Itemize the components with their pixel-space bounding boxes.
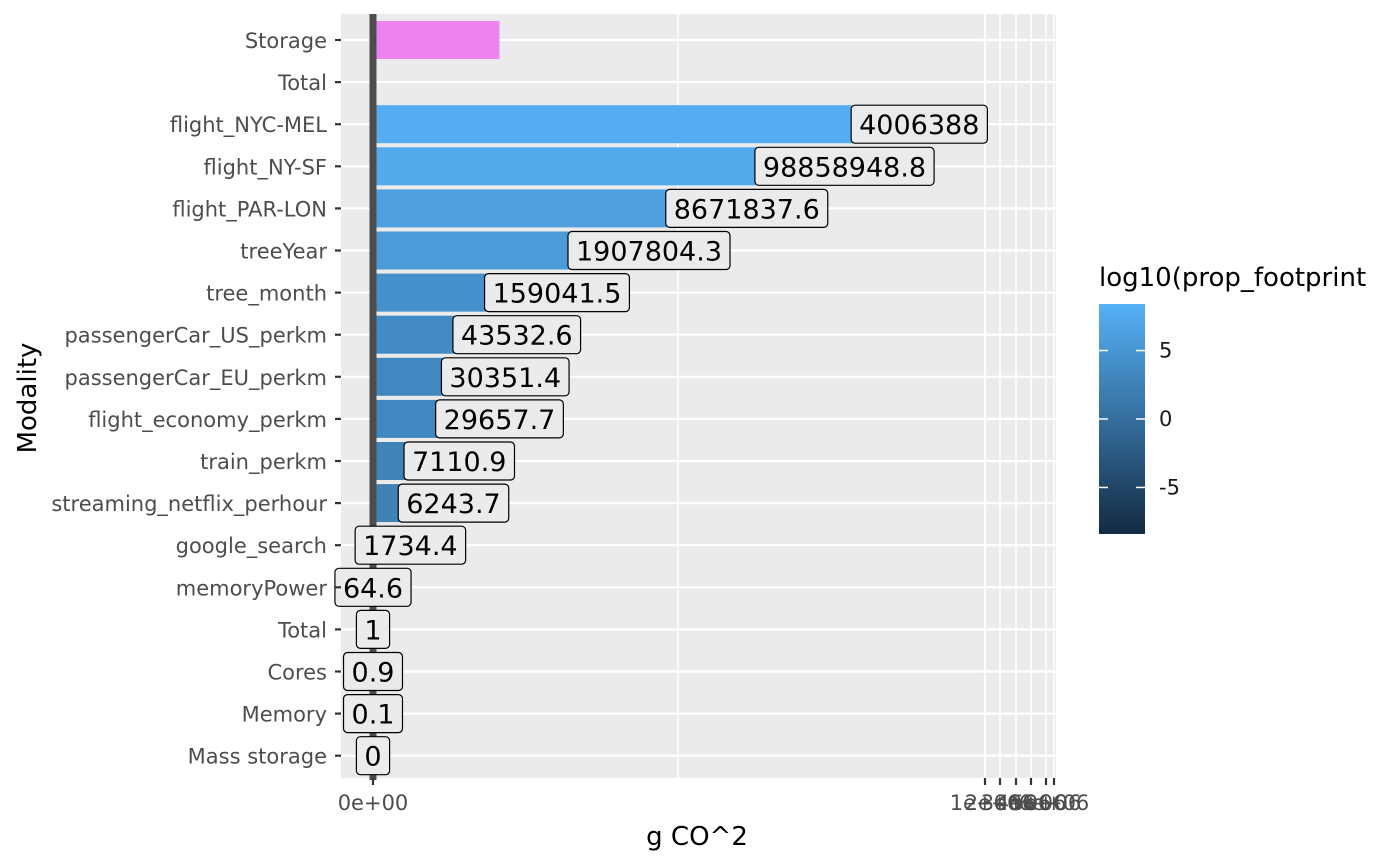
- data-label: 1907804.3: [567, 230, 731, 271]
- data-label-text: 0.1: [352, 700, 395, 731]
- data-label: 159041.5: [483, 273, 631, 313]
- legend-title: log10(prop_footprint: [1099, 263, 1366, 293]
- data-label-text: 43532.6: [461, 321, 573, 352]
- legend-tick-label: -5: [1159, 475, 1180, 499]
- data-label-text: 8671837.6: [674, 194, 820, 225]
- y-tick-label: flight_PAR-LON: [172, 197, 327, 222]
- legend-tick-label: 5: [1159, 339, 1172, 363]
- y-tick-label: streaming_netflix_perhour: [51, 492, 327, 517]
- x-tick-label: 0e+00: [338, 791, 409, 815]
- data-label: 0: [355, 736, 391, 776]
- data-label-text: 98858948.8: [763, 152, 926, 183]
- data-label: 64.6: [334, 567, 412, 607]
- y-tick-label: Cores: [267, 661, 327, 685]
- x-tick-label: 2e+06: [965, 791, 1036, 815]
- y-tick-label: Memory: [242, 703, 327, 727]
- x-tick-label: 1e+06: [950, 791, 1021, 815]
- x-tick-label: 6e+06: [1019, 791, 1090, 815]
- y-tick-label: memoryPower: [176, 576, 328, 600]
- data-label-text: 4006388: [859, 110, 979, 141]
- data-label: 7110.9: [403, 441, 516, 481]
- data-label-text: 1: [364, 615, 381, 646]
- data-label-text: 7110.9: [412, 447, 506, 478]
- y-tick-label: Storage: [245, 29, 327, 53]
- data-label-text: 159041.5: [493, 279, 622, 310]
- y-axis-title: Modality: [13, 343, 43, 454]
- legend-tick-label: 0: [1159, 407, 1172, 431]
- y-tick-label: flight_NYC-MEL: [170, 113, 327, 138]
- data-label-text: 30351.4: [449, 363, 561, 394]
- data-label: 43532.6: [452, 315, 582, 355]
- bar: [373, 21, 500, 59]
- y-tick-label: passengerCar_EU_perkm: [65, 366, 328, 391]
- y-tick-label: treeYear: [240, 240, 327, 264]
- y-tick-label: flight_NY-SF: [204, 155, 327, 180]
- data-label-text: 0.9: [352, 658, 395, 689]
- y-tick-label: google_search: [176, 534, 327, 559]
- data-label: 0.9: [342, 651, 404, 692]
- data-label-text: 29657.7: [444, 405, 556, 436]
- x-tick-label: 3e+06: [981, 791, 1052, 815]
- data-label: 4006388: [850, 104, 988, 144]
- y-tick-label: train_perkm: [200, 450, 327, 475]
- data-label: 98858948.8: [754, 146, 935, 186]
- data-label-text: 0: [364, 742, 381, 773]
- data-label: 8671837.6: [665, 188, 829, 228]
- data-label-text: 6243.7: [406, 489, 500, 520]
- color-legend: log10(prop_footprint 5 0 -5: [1099, 263, 1366, 534]
- data-label-text: 1734.4: [363, 531, 457, 562]
- data-label: 6243.7: [397, 483, 510, 523]
- y-tick-label: passengerCar_US_perkm: [64, 324, 327, 349]
- data-label: 1: [355, 609, 391, 650]
- y-tick-label: tree_month: [206, 282, 327, 307]
- data-label: 29657.7: [435, 399, 564, 439]
- x-axis-title: g CO^2: [646, 822, 748, 852]
- data-label: 0.1: [342, 693, 404, 734]
- y-tick-label: Mass storage: [188, 745, 327, 769]
- data-label-text: 64.6: [343, 573, 403, 604]
- y-tick-label: Total: [277, 618, 327, 642]
- y-tick-label: flight_economy_perkm: [88, 408, 327, 433]
- x-tick-label: 5e+06: [1011, 791, 1082, 815]
- data-label: 30351.4: [440, 357, 570, 397]
- bar: [373, 105, 920, 144]
- y-tick-label: Total: [277, 71, 327, 95]
- data-label-text: 1907804.3: [576, 237, 722, 268]
- data-label: 1734.4: [354, 525, 467, 565]
- x-tick-label: 4e+06: [996, 791, 1067, 815]
